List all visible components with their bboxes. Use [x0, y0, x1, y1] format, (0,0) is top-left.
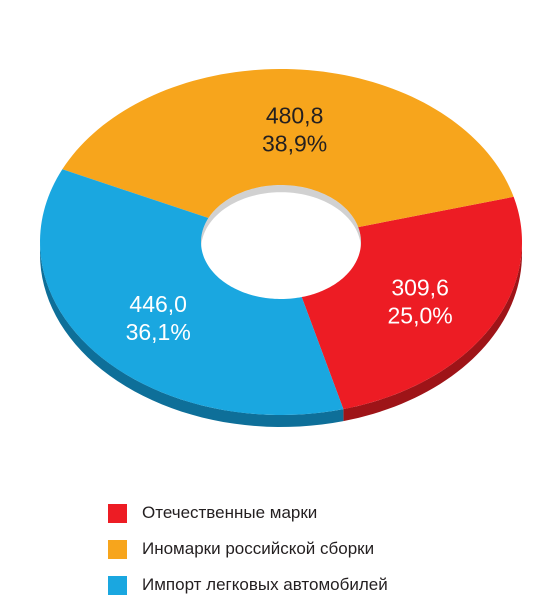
- legend-swatch: [108, 575, 127, 595]
- slice-value-label: 480,8: [266, 102, 324, 128]
- legend-item-domestic: Отечественные марки: [108, 503, 388, 523]
- legend-label: Иномарки российской сборки: [142, 539, 375, 558]
- donut-side-0: [343, 242, 522, 422]
- legend-item-import: Импорт легковых автомобилей: [108, 575, 388, 595]
- slice-percent-label: 36,1%: [126, 319, 191, 345]
- slice-percent-label: 25,0%: [387, 302, 452, 328]
- donut-tops: [40, 69, 522, 415]
- donut-slice-2: [40, 169, 344, 415]
- donut-sides: [40, 242, 522, 427]
- slice-value-label: 446,0: [129, 291, 187, 317]
- donut-labels: 309,625,0% 480,838,9% 446,036,1%: [126, 102, 453, 345]
- donut-slice-0: [301, 196, 522, 410]
- donut-slice-1: [62, 69, 514, 228]
- legend-swatch: [108, 539, 127, 559]
- legend-swatch: [108, 503, 127, 523]
- legend-label: Импорт легковых автомобилей: [142, 575, 388, 594]
- legend-item-foreign-assembled: Иномарки российской сборки: [108, 539, 388, 559]
- slice-value-label: 309,6: [391, 274, 449, 300]
- legend: Отечественные марки Иномарки российской …: [108, 503, 388, 611]
- slice-percent-label: 38,9%: [262, 130, 327, 156]
- legend-label: Отечественные марки: [142, 503, 318, 522]
